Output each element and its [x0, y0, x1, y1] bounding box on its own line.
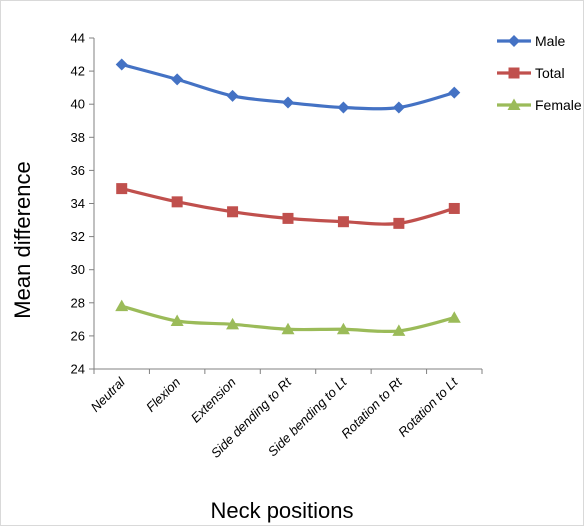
y-tick-label: 36	[71, 163, 85, 178]
data-point-male	[171, 73, 184, 86]
data-point-total	[116, 183, 128, 195]
data-point-female	[226, 317, 240, 330]
y-axis: 24 26 28 30 32 34 36 38 40 42 44	[71, 31, 95, 377]
data-point-total	[227, 206, 239, 218]
y-tick-label: 32	[71, 229, 85, 244]
data-point-total	[171, 196, 183, 208]
data-point-female	[170, 314, 184, 327]
y-tick-label: 42	[71, 64, 85, 79]
y-tick-label: 38	[71, 130, 85, 145]
x-axis-title: Neck positions	[210, 498, 353, 523]
y-tick-label: 28	[71, 295, 85, 310]
y-tick-label: 24	[71, 362, 85, 377]
legend: Male Total Female	[497, 33, 582, 113]
y-tick-label: 30	[71, 262, 85, 277]
data-point-total	[282, 212, 294, 224]
data-point-female	[447, 311, 461, 323]
data-point-male	[115, 58, 128, 71]
data-point-total	[337, 216, 349, 228]
legend-marker-male	[508, 35, 520, 47]
legend-marker-female	[507, 98, 521, 110]
y-axis-title: Mean difference	[10, 161, 35, 318]
data-point-female	[281, 322, 295, 335]
data-point-male	[392, 101, 405, 114]
legend-label-male: Male	[535, 33, 566, 49]
data-point-male	[448, 86, 461, 99]
legend-marker-total	[508, 67, 520, 79]
data-point-male	[282, 96, 294, 109]
data-point-total	[448, 202, 460, 214]
y-tick-label: 26	[71, 328, 85, 343]
data-point-male	[337, 101, 350, 114]
y-tick-label: 34	[71, 196, 85, 211]
y-tick-label: 44	[71, 31, 85, 46]
data-point-male	[226, 89, 239, 102]
data-point-female	[392, 324, 406, 336]
data-point-female	[336, 322, 350, 335]
data-point-female	[115, 299, 129, 312]
legend-label-female: Female	[535, 97, 582, 113]
y-tick-label: 40	[71, 97, 85, 112]
legend-label-total: Total	[535, 65, 565, 81]
series-layer	[115, 58, 461, 336]
data-point-total	[393, 217, 405, 229]
